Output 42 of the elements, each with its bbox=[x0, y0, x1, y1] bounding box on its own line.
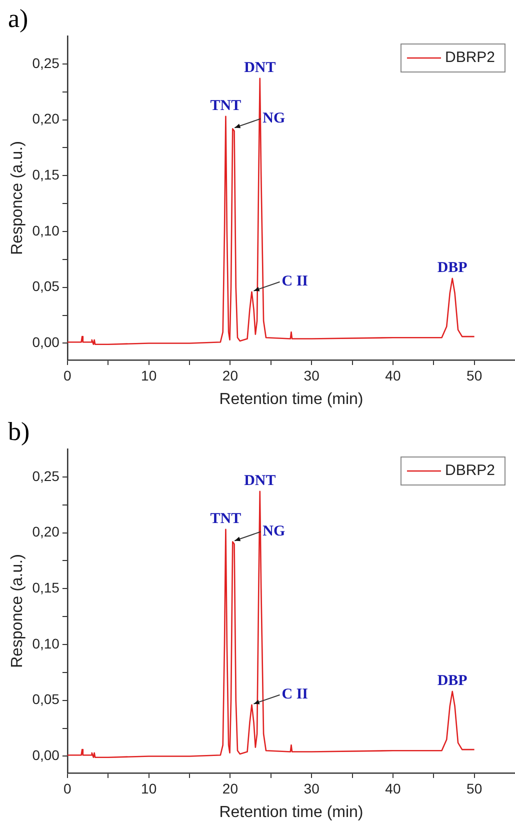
legend-label: DBRP2 bbox=[444, 462, 496, 480]
y-tick-label: 0,15 bbox=[32, 580, 60, 596]
x-axis-title: Retention time (min) bbox=[219, 390, 364, 408]
x-tick-label: 10 bbox=[141, 780, 157, 796]
x-tick-label: 0 bbox=[64, 780, 72, 796]
legend-label: DBRP2 bbox=[444, 49, 496, 66]
y-tick-label: 0,15 bbox=[32, 166, 60, 183]
chart-title: a) bbox=[8, 4, 28, 34]
y-tick-label: 0,00 bbox=[32, 334, 60, 350]
annotation: DNT bbox=[244, 472, 276, 489]
x-tick-label: 50 bbox=[466, 367, 482, 384]
x-tick-label: 30 bbox=[304, 367, 320, 384]
x-tick-label: 20 bbox=[222, 780, 238, 796]
x-tick-label: 20 bbox=[222, 367, 238, 384]
x-tick-label: 0 bbox=[64, 367, 72, 384]
y-tick-label: 0,05 bbox=[32, 691, 60, 708]
y-tick-label: 0,05 bbox=[32, 278, 60, 294]
x-axis-title: Retention time (min) bbox=[219, 804, 364, 821]
y-tick-label: 0,20 bbox=[32, 524, 60, 540]
x-tick-label: 40 bbox=[385, 367, 401, 384]
y-tick-label: 0,10 bbox=[32, 635, 60, 652]
annotation: TNT bbox=[210, 510, 242, 527]
y-axis-title: Responce (a.u.) bbox=[9, 554, 26, 668]
annotation: DNT bbox=[244, 60, 276, 76]
x-tick-label: 40 bbox=[385, 780, 401, 796]
annotation: DBP bbox=[437, 260, 468, 276]
annotation: TNT bbox=[210, 98, 242, 114]
x-tick-label: 50 bbox=[466, 780, 482, 796]
y-tick-label: 0,25 bbox=[32, 54, 60, 71]
y-tick-label: 0,20 bbox=[32, 110, 60, 127]
y-axis-title: Responce (a.u.) bbox=[9, 141, 26, 255]
y-tick-label: 0,25 bbox=[32, 468, 60, 484]
annotation: C II bbox=[282, 274, 308, 290]
x-tick-label: 10 bbox=[141, 367, 157, 384]
y-tick-label: 0,10 bbox=[32, 222, 60, 238]
x-tick-label: 30 bbox=[304, 780, 320, 796]
annotation: DBP bbox=[437, 672, 468, 689]
annotation: NG bbox=[262, 110, 286, 127]
y-tick-label: 0,00 bbox=[32, 747, 60, 764]
annotation: NG bbox=[262, 524, 286, 540]
chart-title: b) bbox=[8, 417, 30, 447]
annotation: C II bbox=[282, 686, 308, 703]
